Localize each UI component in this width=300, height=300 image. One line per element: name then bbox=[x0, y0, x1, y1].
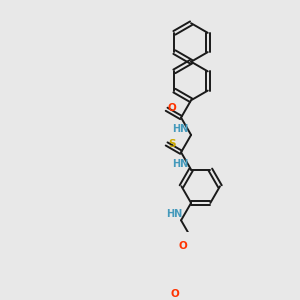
Text: HN: HN bbox=[166, 209, 182, 219]
Text: HN: HN bbox=[172, 124, 188, 134]
Text: O: O bbox=[179, 241, 188, 251]
Text: HN: HN bbox=[172, 159, 188, 169]
Text: S: S bbox=[169, 139, 176, 149]
Text: O: O bbox=[170, 289, 179, 298]
Text: O: O bbox=[168, 103, 177, 113]
